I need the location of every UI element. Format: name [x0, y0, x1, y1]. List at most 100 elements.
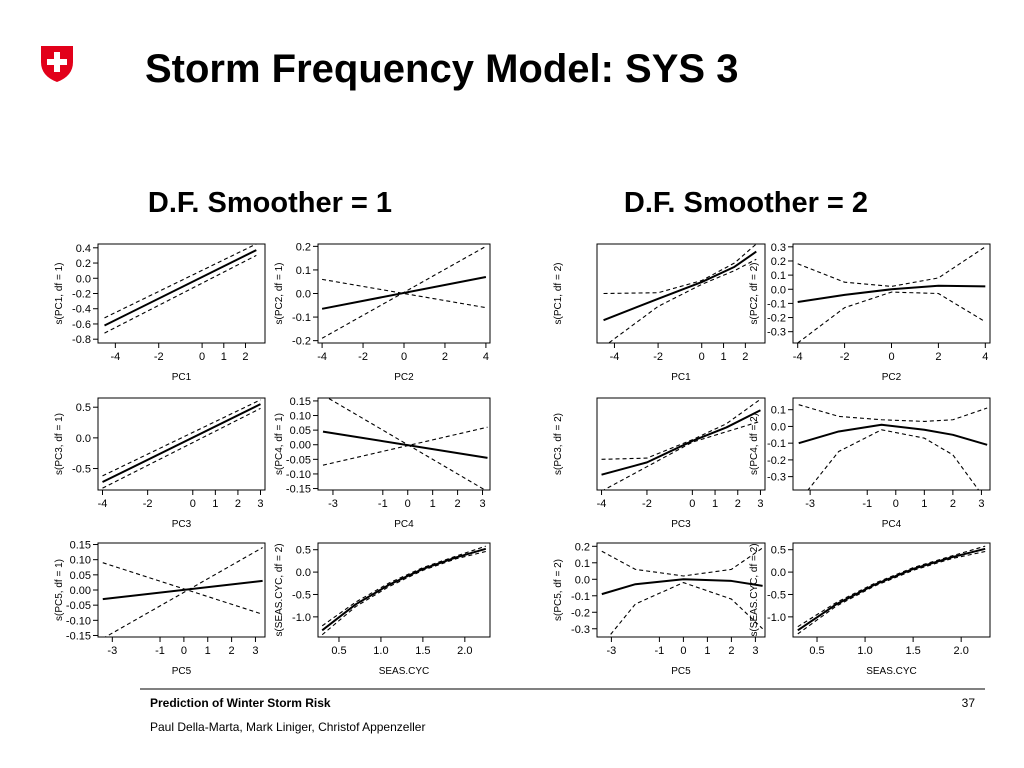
fit-line [601, 547, 763, 577]
plot-panel: 0.5 1.0 1.5 2.0 -1.0 -0.5 0.0 0.5 SEAS.CYC s(SEAS… [274, 542, 491, 677]
x-tick-label: -4 [610, 351, 620, 363]
y-tick-label: 0.5 [76, 402, 91, 414]
plot-frame [792, 542, 991, 638]
y-tick-label: 0.0 [76, 273, 91, 285]
x-tick-label: 0 [689, 498, 695, 510]
fit-line [104, 547, 263, 637]
plot-panel: -3 -1 0 1 2 3 -0.3 -0.2 -0.1 0.0 0.1 0.2 PC5 s(PC5, d… [553, 541, 766, 677]
y-tick-label: 0.00 [290, 440, 311, 452]
y-tick-label: -0.4 [72, 304, 91, 316]
x-tick-label: 2 [742, 351, 748, 363]
plot-frame [317, 542, 491, 638]
y-tick-label: 0.0 [771, 284, 786, 296]
y-axis-label: s(PC3, df = 2) [553, 413, 564, 475]
y-axis-label: s(PC2, df = 1) [274, 263, 285, 325]
y-tick-label: -0.1 [292, 312, 311, 324]
fit-line [797, 550, 986, 635]
y-tick-label: 0.2 [575, 541, 590, 553]
y-tick-label: 0.0 [76, 433, 91, 445]
x-tick-label: 0 [190, 498, 196, 510]
y-tick-label: 0.5 [771, 545, 786, 557]
y-tick-label: -0.5 [292, 589, 311, 601]
x-tick-label: 4 [483, 351, 489, 363]
y-tick-label: 0.0 [575, 574, 590, 586]
y-tick-label: 0.15 [70, 540, 91, 552]
fit-line [102, 579, 263, 601]
fit-line [797, 246, 986, 287]
plot-panel: -3 -1 0 1 2 3 -0.15 -0.10 -0.05 0.00 0.05 0.10 0.15 P… [274, 396, 491, 530]
plot-frame [97, 397, 266, 491]
fit-line [798, 423, 988, 446]
x-tick-label: 2 [455, 498, 461, 510]
x-tick-label: -3 [805, 498, 815, 510]
fit-line [603, 244, 757, 295]
x-tick-label: 4 [982, 351, 988, 363]
y-tick-label: -1.0 [767, 612, 786, 624]
x-tick-label: -2 [358, 351, 368, 363]
y-tick-label: -1.0 [292, 612, 311, 624]
fit-line [797, 547, 986, 632]
plot-panel: -4 -2 0 1 2 3 PC3 s(PC3, df = 2) [553, 397, 766, 530]
x-axis-label: PC2 [394, 372, 414, 383]
x-tick-label: 0.5 [809, 645, 824, 657]
x-tick-label: 2 [728, 645, 734, 657]
fit-line [798, 404, 988, 422]
x-tick-label: 1.5 [905, 645, 920, 657]
plot-panel: 0.5 1.0 1.5 2.0 -1.0 -0.5 0.0 0.5 SEAS.CYC s(SEAS… [749, 542, 991, 677]
x-tick-label: 2.0 [457, 645, 472, 657]
y-tick-label: -0.1 [767, 298, 786, 310]
fit-line [607, 258, 757, 343]
y-tick-label: -0.1 [571, 591, 590, 603]
x-tick-label: 3 [752, 645, 758, 657]
x-tick-label: 3 [257, 498, 263, 510]
y-tick-label: -0.05 [66, 600, 91, 612]
x-tick-label: 0 [405, 498, 411, 510]
y-tick-label: -0.2 [767, 455, 786, 467]
x-tick-label: 2 [735, 498, 741, 510]
x-tick-label: 0 [181, 645, 187, 657]
y-tick-label: 0.2 [771, 256, 786, 268]
x-tick-label: -3 [107, 645, 117, 657]
fit-line [102, 403, 261, 483]
plot-panel: -4 -2 0 1 2 3 -0.5 0.0 0.5 PC3 s(PC3, df = 1) [54, 397, 266, 530]
x-tick-label: -1 [155, 645, 165, 657]
y-tick-label: -0.6 [72, 319, 91, 331]
y-axis-label: s(PC2, df = 2) [749, 263, 760, 325]
fit-line [322, 430, 488, 459]
y-tick-label: -0.05 [286, 454, 311, 466]
y-tick-label: -0.2 [571, 607, 590, 619]
x-tick-label: -4 [597, 498, 607, 510]
y-tick-label: 0.2 [296, 241, 311, 253]
y-axis-label: s(PC3, df = 1) [54, 413, 65, 475]
fit-line [104, 244, 257, 319]
x-tick-label: -2 [642, 498, 652, 510]
y-axis-label: s(PC5, df = 1) [54, 559, 65, 621]
y-tick-label: 0.00 [70, 585, 91, 597]
y-tick-label: 0.05 [290, 425, 311, 437]
plot-panel: -4 -2 0 1 2 -0.8 -0.6 -0.4 -0.2 0.0 0.2 0.4 PC1 s(PC1… [54, 243, 266, 383]
x-tick-label: 1 [430, 498, 436, 510]
column-title: D.F. Smoother = 1 [148, 187, 392, 219]
x-tick-label: 2.0 [954, 645, 969, 657]
y-tick-label: -0.15 [286, 484, 311, 496]
plot-frame [596, 243, 766, 344]
fit-line [607, 582, 763, 637]
fit-line [104, 249, 257, 327]
x-axis-label: PC5 [172, 666, 192, 677]
x-tick-label: -4 [317, 351, 327, 363]
x-tick-label: -3 [607, 645, 617, 657]
x-tick-label: 1 [704, 645, 710, 657]
y-tick-label: -0.1 [767, 438, 786, 450]
x-tick-label: -2 [653, 351, 663, 363]
footer-heading: Prediction of Winter Storm Risk [150, 696, 331, 710]
y-axis-label: s(SEAS.CYC, df = 2) [749, 543, 760, 636]
plot-panel: -3 -1 0 1 2 3 -0.15 -0.10 -0.05 0.00 0.05 0.10 0.15 P… [54, 540, 266, 677]
fit-line [102, 399, 261, 477]
fit-line [603, 250, 757, 322]
x-tick-label: 2 [242, 351, 248, 363]
y-tick-label: -0.2 [72, 289, 91, 301]
x-axis-label: PC1 [671, 372, 691, 383]
plot-frame [596, 397, 766, 491]
x-tick-label: -1 [378, 498, 388, 510]
